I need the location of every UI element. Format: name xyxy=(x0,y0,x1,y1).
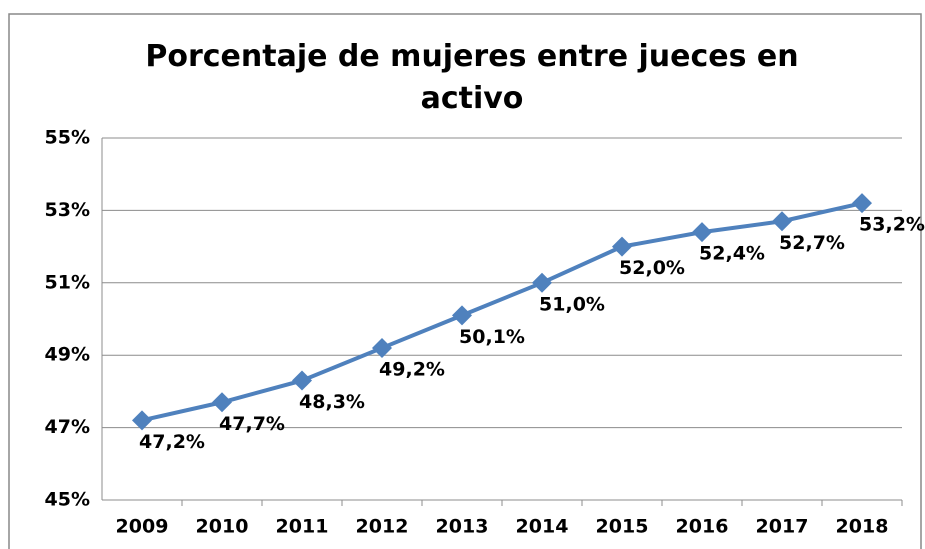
y-tick-label: 55% xyxy=(45,127,90,149)
chart-title: Porcentaje de mujeres entre jueces en ac… xyxy=(145,39,799,116)
x-tick-label: 2018 xyxy=(836,516,889,538)
y-tick-label: 53% xyxy=(45,199,90,221)
marker xyxy=(292,370,312,391)
y-tick-label: 49% xyxy=(45,344,90,366)
data-label: 53,2% xyxy=(859,214,925,236)
marker xyxy=(612,236,632,257)
y-tick-label: 51% xyxy=(45,271,90,293)
data-label: 52,4% xyxy=(699,243,765,265)
marker xyxy=(692,222,712,243)
x-tick-label: 2017 xyxy=(756,516,809,538)
x-tick-label: 2015 xyxy=(596,516,649,538)
marker xyxy=(852,193,872,214)
x-tick-label: 2011 xyxy=(276,516,329,538)
data-label: 47,2% xyxy=(139,431,205,453)
y-tick-label: 47% xyxy=(45,416,90,438)
chart-border xyxy=(8,13,922,549)
marker xyxy=(132,410,152,431)
data-label: 52,7% xyxy=(779,232,845,254)
x-tick-label: 2012 xyxy=(356,516,409,538)
x-tick-label: 2010 xyxy=(196,516,249,538)
data-label: 52,0% xyxy=(619,257,685,279)
data-label: 49,2% xyxy=(379,358,445,380)
data-label: 47,7% xyxy=(219,413,285,435)
data-label: 50,1% xyxy=(459,326,525,348)
marker xyxy=(452,305,472,326)
marker xyxy=(212,392,232,413)
marker xyxy=(772,211,792,232)
series-line xyxy=(141,201,863,423)
marker xyxy=(532,272,552,293)
x-tick-label: 2013 xyxy=(436,516,489,538)
x-tick-label: 2016 xyxy=(676,516,729,538)
marker xyxy=(372,337,392,358)
data-label: 48,3% xyxy=(299,391,365,413)
x-tick-label: 2009 xyxy=(116,516,169,538)
data-label: 51,0% xyxy=(539,293,605,315)
x-tick-label: 2014 xyxy=(516,516,569,538)
y-tick-label: 45% xyxy=(45,489,90,511)
